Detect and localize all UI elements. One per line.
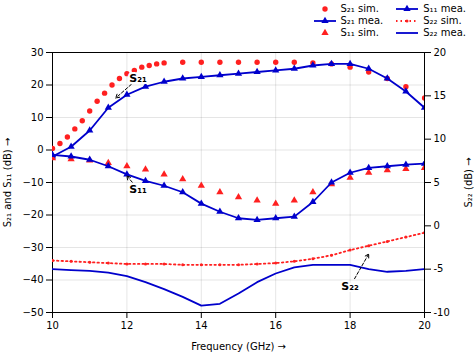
svg-text:S₂₁: S₂₁: [129, 72, 147, 85]
svg-text:−40: −40: [22, 274, 43, 285]
svg-text:20: 20: [31, 79, 44, 90]
svg-text:-10: -10: [434, 307, 450, 318]
svg-text:15: 15: [434, 90, 447, 101]
html-text:S₁₁ sim.: S₁₁ sim.: [340, 27, 379, 38]
svg-text:10: 10: [31, 112, 44, 123]
svg-text:20: 20: [434, 47, 447, 58]
html-text:S₁₁ mea.: S₁₁ mea.: [423, 3, 466, 14]
svg-text:S₂₂: S₂₂: [341, 280, 359, 293]
svg-text:−30: −30: [22, 242, 43, 253]
html-text:S₂₂ sim.: S₂₂ sim.: [423, 15, 462, 26]
svg-text:−20: −20: [22, 209, 43, 220]
svg-text:S₁₁: S₁₁: [129, 183, 147, 196]
svg-text:5: 5: [434, 177, 440, 188]
svg-text:12: 12: [121, 320, 134, 331]
svg-text:Frequency (GHz) →: Frequency (GHz) →: [191, 341, 286, 352]
svg-text:S₂₁ and S₁₁ (dB) →: S₂₁ and S₁₁ (dB) →: [2, 138, 13, 228]
svg-text:30: 30: [31, 47, 44, 58]
svg-text:10: 10: [46, 320, 59, 331]
html-text:S₂₁ mea.: S₂₁ mea.: [340, 15, 384, 26]
svg-text:20: 20: [418, 320, 431, 331]
svg-text:16: 16: [269, 320, 282, 331]
html-text:S₂₂ mea.: S₂₂ mea.: [423, 27, 466, 38]
svg-text:-5: -5: [434, 263, 444, 274]
svg-text:18: 18: [344, 320, 357, 331]
svg-text:14: 14: [195, 320, 208, 331]
svg-text:−10: −10: [22, 177, 43, 188]
svg-text:S₂₂ (dB) →: S₂₂ (dB) →: [463, 157, 474, 207]
html-text:S₂₁ sim.: S₂₁ sim.: [340, 3, 379, 14]
svg-text:−50: −50: [22, 307, 43, 318]
svg-text:0: 0: [434, 220, 440, 231]
svg-text:0: 0: [37, 144, 43, 155]
svg-text:10: 10: [434, 133, 447, 144]
